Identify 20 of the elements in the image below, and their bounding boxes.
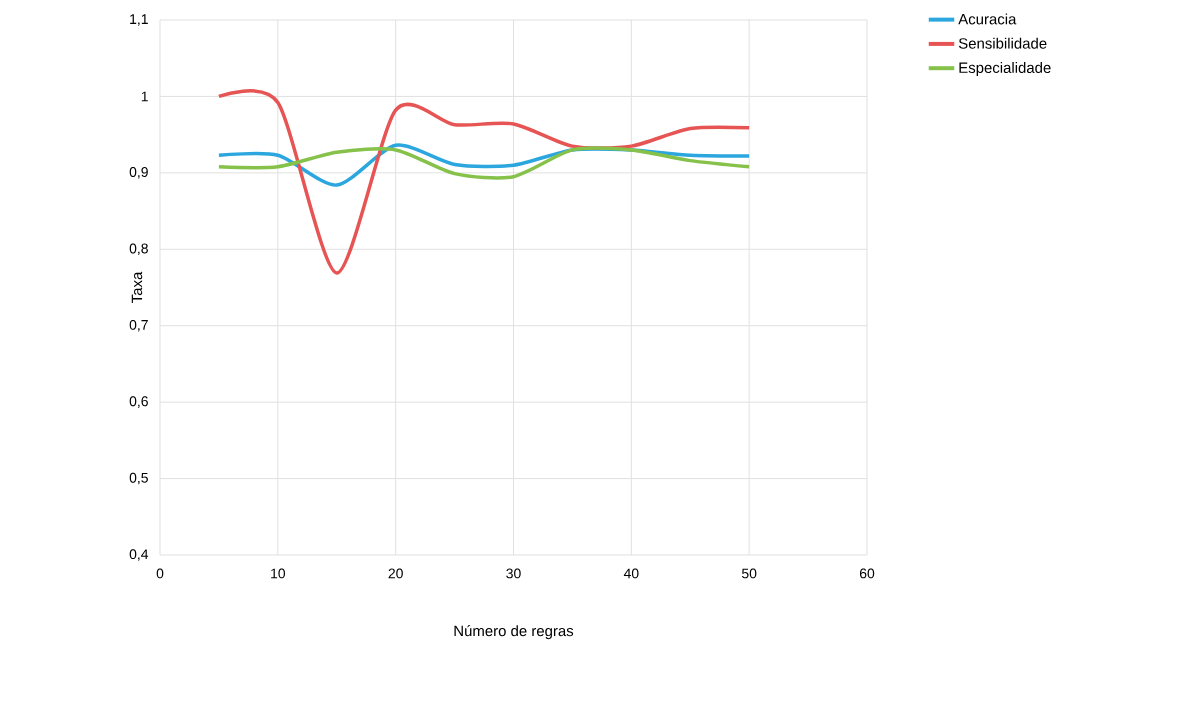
legend-label: Acuracia: [958, 13, 1017, 25]
x-tick-label: 30: [506, 568, 521, 579]
x-tick-label: 0: [156, 568, 164, 579]
x-axis-title: Número de regras: [454, 625, 574, 640]
y-tick-label: 0,8: [129, 243, 148, 256]
x-tick-label: 60: [859, 568, 875, 579]
y-tick-label: 0,4: [129, 549, 149, 561]
x-tick-label: 40: [623, 568, 639, 579]
y-tick-label: 1,1: [130, 14, 148, 26]
x-tick-label: 10: [271, 568, 286, 579]
y-tick-label: 0,7: [129, 319, 148, 332]
y-axis-title: Taxa: [131, 271, 143, 303]
x-tick-label: 50: [741, 568, 757, 579]
y-tick-label: 1: [141, 91, 148, 102]
y-tick-label: 0,9: [129, 167, 148, 179]
y-tick-label: 0,6: [129, 396, 148, 408]
legend-label: Especialidade: [959, 62, 1051, 76]
legend-label: Sensibilidade: [958, 37, 1047, 49]
y-tick-label: 0,5: [129, 472, 148, 485]
x-tick-label: 20: [388, 568, 403, 579]
